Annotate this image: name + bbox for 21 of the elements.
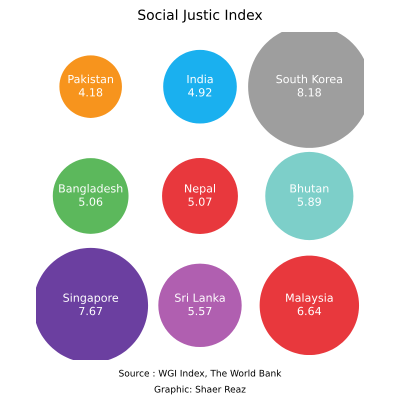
category-label: South Korea [276, 74, 342, 84]
data-label: 6.64 [298, 306, 322, 316]
text: Social Justic Index [138, 9, 262, 23]
data-label: 4.92 [188, 88, 212, 97]
data-label: 5.89 [298, 197, 321, 206]
data-label: 4.18 [78, 88, 102, 97]
category-label: Pakistan [68, 74, 113, 84]
category-label: Sri Lanka [175, 293, 225, 302]
category-label: Bangladesh [59, 184, 122, 195]
category-label: Singapore [63, 293, 118, 304]
data-label: 5.07 [188, 197, 212, 206]
data-label: 5.57 [188, 306, 212, 316]
text: Graphic: Shaer Reaz [154, 386, 246, 394]
category-label: Malaysia [286, 293, 333, 304]
category-label: Nepal [185, 184, 216, 195]
data-label: 7.67 [79, 306, 102, 316]
source-note: Source : WGI Index, The World Bank [119, 370, 282, 378]
category-label: Bhutan [290, 184, 328, 193]
category-label: India [187, 74, 213, 84]
data-label: 8.18 [298, 88, 321, 97]
data-label: 5.06 [79, 197, 102, 206]
